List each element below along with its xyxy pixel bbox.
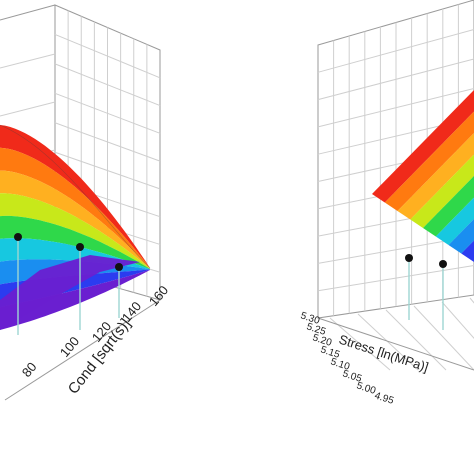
left-floor-edge xyxy=(4,299,161,401)
right-drop-lines xyxy=(408,258,444,330)
left-data-point xyxy=(14,233,22,241)
right-surface-band xyxy=(448,219,474,254)
left-surface-edge xyxy=(0,124,151,269)
right-x-tick-label: 5.00 xyxy=(355,380,377,397)
right-floor-grid xyxy=(385,309,447,371)
left-grid-hline xyxy=(54,63,161,107)
right-grid-hline xyxy=(317,29,474,73)
left-surface-band xyxy=(0,147,150,269)
left-surface-band xyxy=(0,125,150,269)
right-surface-band xyxy=(384,111,474,211)
left-drop-lines xyxy=(17,237,120,335)
right-back-walls xyxy=(317,0,474,371)
right-surface-band xyxy=(410,154,474,228)
left-data-point xyxy=(115,263,123,271)
left-data-point xyxy=(76,243,84,251)
right-surface-band xyxy=(435,197,474,245)
left-grid-hline xyxy=(54,33,161,79)
left-surface-tail xyxy=(0,255,140,330)
right-grid-hline xyxy=(317,265,474,292)
right-surface-band xyxy=(461,240,474,262)
left-surface xyxy=(0,124,151,330)
right-floor-grid xyxy=(441,301,474,340)
right-surface xyxy=(372,90,474,262)
right-x-ticks: 5.305.255.205.155.105.055.004.95 xyxy=(299,310,395,407)
left-grid-wall2 xyxy=(0,53,56,69)
right-floor-grid xyxy=(357,313,419,371)
right-surface-band xyxy=(397,133,474,220)
right-surface-plot: 5.305.255.205.155.105.055.004.95 Stress … xyxy=(299,0,474,407)
right-grid-hline xyxy=(317,88,474,128)
left-grid-hline xyxy=(54,92,161,134)
right-grid-hline xyxy=(317,58,474,101)
left-x-tick-label: 100 xyxy=(57,334,82,360)
left-grid-wall2 xyxy=(0,101,56,117)
right-x-tick-label: 4.95 xyxy=(373,390,395,407)
left-surface-band xyxy=(0,269,150,330)
left-grid-hline xyxy=(54,151,161,190)
left-top-edge xyxy=(0,4,56,21)
left-grid-hline xyxy=(54,122,161,162)
left-x-tick-label: 80 xyxy=(19,359,40,380)
left-surface-band xyxy=(0,193,150,269)
right-data-point xyxy=(439,260,447,268)
left-surface-band xyxy=(0,215,150,270)
right-floor-grid xyxy=(413,305,474,371)
right-floor-edge xyxy=(317,317,474,371)
right-surface-band xyxy=(423,176,474,237)
left-data-points xyxy=(14,233,123,271)
left-surface-band xyxy=(0,170,150,269)
right-floor-grid xyxy=(329,317,391,371)
right-surface-band xyxy=(372,90,474,203)
right-data-point xyxy=(405,254,413,262)
right-data-points xyxy=(405,254,447,268)
